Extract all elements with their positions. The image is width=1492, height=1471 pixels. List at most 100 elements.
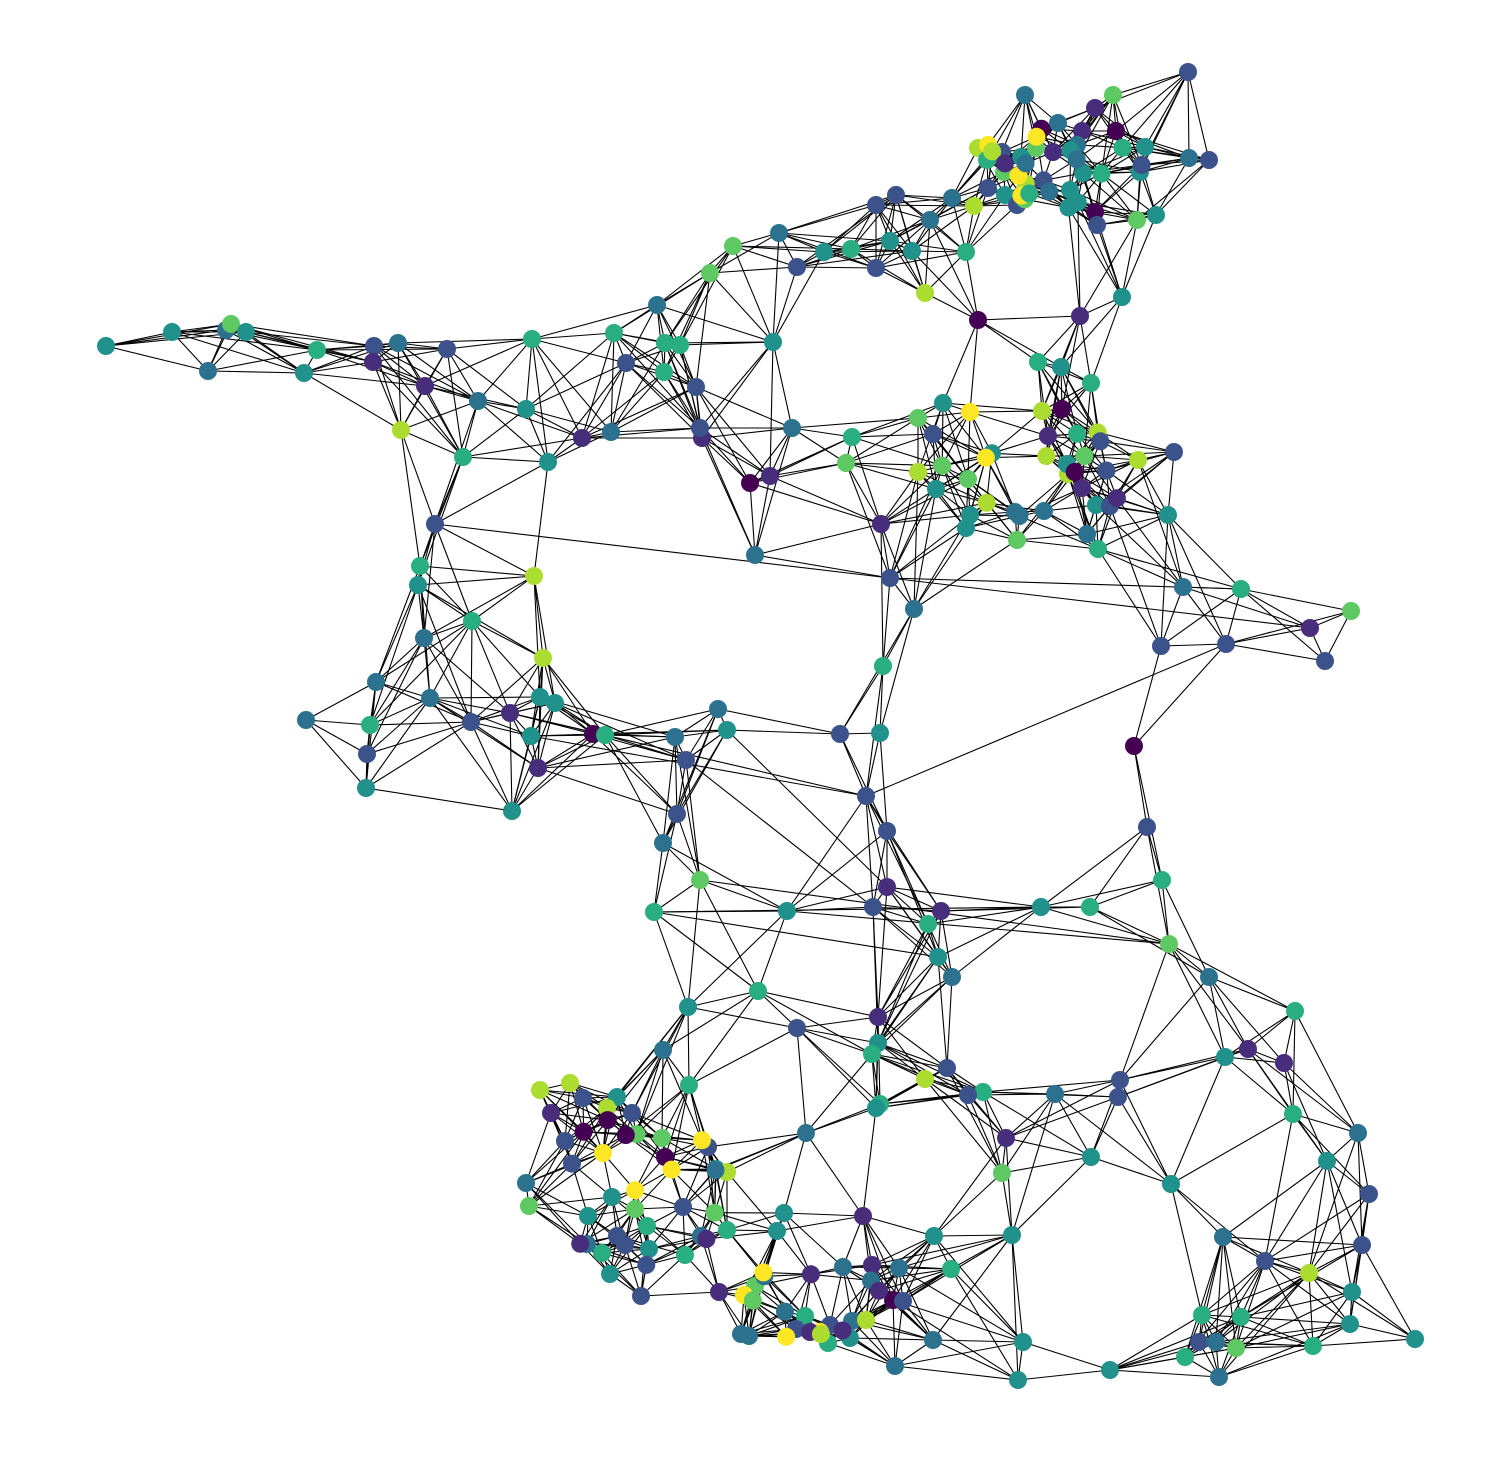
graph-edge — [898, 1267, 934, 1341]
graph-edge — [951, 147, 979, 199]
graph-node — [1232, 580, 1250, 598]
graph-edge — [889, 240, 967, 253]
graph-node — [857, 1311, 875, 1329]
graph-node — [965, 197, 983, 215]
graph-edge — [1170, 1113, 1294, 1185]
graph-edge — [1222, 1236, 1237, 1349]
graph-edge — [554, 702, 687, 761]
graph-edge — [1121, 219, 1138, 298]
graph-edge — [687, 1006, 690, 1086]
graph-node — [1008, 531, 1026, 549]
graph-node — [1027, 127, 1046, 146]
graph-node — [890, 1259, 908, 1277]
graph-edge — [525, 338, 533, 410]
graph-edge — [776, 1230, 812, 1275]
graph-edge — [1133, 645, 1162, 747]
graph-edge — [531, 332, 615, 340]
graph-edge — [1308, 1272, 1416, 1340]
graph-edge — [932, 1339, 1019, 1381]
graph-node — [709, 700, 727, 718]
graph-edge — [871, 1235, 935, 1266]
graph-node — [983, 142, 1002, 161]
graph-edge — [530, 735, 867, 797]
graph-edge — [533, 461, 549, 577]
graph-edge — [1235, 1260, 1266, 1349]
graph-edge — [862, 1215, 900, 1269]
graph-edge — [653, 911, 689, 1008]
graph-edge — [207, 370, 305, 374]
graph-node — [1160, 935, 1178, 953]
graph-edge — [1109, 1341, 1200, 1371]
graph-edge — [1240, 1260, 1266, 1318]
graph-node — [869, 1281, 888, 1300]
graph-node — [993, 1164, 1011, 1182]
graph-node — [1153, 871, 1171, 889]
graph-node — [571, 1234, 590, 1253]
graph-edge — [872, 906, 929, 925]
graph-edge — [375, 637, 425, 683]
graph-edge — [656, 304, 774, 343]
graph-edge — [895, 194, 953, 199]
graph-edge — [875, 204, 926, 294]
graph-edge — [653, 911, 759, 992]
graph-edge — [967, 1094, 1003, 1174]
graph-edge — [1077, 202, 1081, 317]
graph-node — [1174, 578, 1192, 596]
graph-edge — [653, 813, 678, 913]
graph-node — [671, 336, 689, 354]
graph-edge — [1361, 1244, 1416, 1340]
graph-edge — [1240, 588, 1352, 612]
graph-edge — [470, 721, 513, 812]
graph-node — [740, 1327, 758, 1345]
graph-edge — [1264, 1160, 1328, 1262]
graph-edge — [933, 1235, 1024, 1343]
graph-node — [1111, 1071, 1129, 1089]
graph-edge — [699, 879, 788, 912]
graph-node — [1035, 502, 1053, 520]
graph-edge — [1005, 1096, 1119, 1139]
graph-edge — [839, 733, 888, 832]
graph-edge — [1121, 214, 1157, 298]
graph-edge — [525, 362, 627, 410]
graph-node — [881, 232, 899, 250]
graph-node — [718, 721, 736, 739]
graph-node — [1360, 1185, 1378, 1203]
graph-node — [834, 1258, 852, 1276]
graph-edge — [424, 338, 533, 387]
graph-edge — [1067, 207, 1081, 317]
graph-edge — [373, 345, 464, 458]
graph-edge — [851, 402, 944, 438]
graph-edge — [1351, 1291, 1416, 1340]
graph-node — [666, 728, 684, 746]
graph-node — [421, 689, 439, 707]
graph-edge — [631, 1112, 703, 1141]
graph-edge — [1160, 643, 1227, 647]
graph-node — [1152, 637, 1170, 655]
graph-edge — [865, 795, 874, 908]
graph-node — [869, 1008, 887, 1026]
graph-edge — [717, 708, 841, 735]
graph-edge — [875, 1094, 969, 1109]
graph-node — [995, 154, 1014, 173]
graph-edge — [400, 429, 436, 525]
graph-edge — [1225, 627, 1311, 645]
graph-node — [579, 1207, 597, 1225]
graph-node — [1406, 1330, 1424, 1348]
graph-edge — [889, 197, 953, 242]
graph-edge — [977, 319, 1039, 363]
graph-edge — [462, 456, 549, 463]
graph-edge — [772, 266, 798, 343]
graph-edge — [805, 1132, 864, 1217]
graph-node — [638, 1217, 656, 1235]
graph-node — [1286, 1002, 1304, 1020]
graph-edge — [1264, 1260, 1351, 1325]
graph-node — [925, 1227, 943, 1245]
graph-node — [1128, 211, 1146, 229]
graph-edge — [648, 1206, 684, 1250]
graph-edge — [1016, 533, 1088, 541]
graph-node — [616, 1126, 635, 1144]
graph-node — [1113, 138, 1132, 157]
graph-edge — [1086, 514, 1169, 535]
graph-edge — [951, 171, 1005, 199]
graph-node — [1097, 461, 1116, 480]
